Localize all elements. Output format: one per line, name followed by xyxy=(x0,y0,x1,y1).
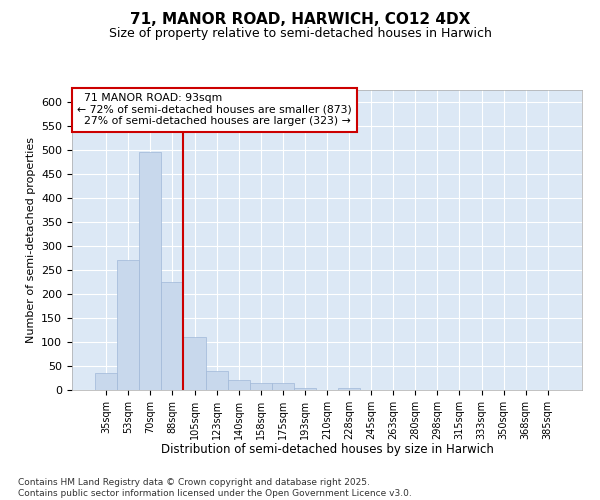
Bar xyxy=(294,388,316,390)
Bar xyxy=(184,337,206,390)
Text: 71, MANOR ROAD, HARWICH, CO12 4DX: 71, MANOR ROAD, HARWICH, CO12 4DX xyxy=(130,12,470,28)
Bar xyxy=(250,383,272,390)
Text: Contains HM Land Registry data © Crown copyright and database right 2025.
Contai: Contains HM Land Registry data © Crown c… xyxy=(18,478,412,498)
Bar xyxy=(272,383,294,390)
Text: Size of property relative to semi-detached houses in Harwich: Size of property relative to semi-detach… xyxy=(109,28,491,40)
Bar xyxy=(117,260,139,390)
Bar xyxy=(206,371,227,390)
Bar xyxy=(227,380,250,390)
Bar xyxy=(161,282,184,390)
Text: Distribution of semi-detached houses by size in Harwich: Distribution of semi-detached houses by … xyxy=(161,442,493,456)
Text: 71 MANOR ROAD: 93sqm
← 72% of semi-detached houses are smaller (873)
  27% of se: 71 MANOR ROAD: 93sqm ← 72% of semi-detac… xyxy=(77,93,352,126)
Y-axis label: Number of semi-detached properties: Number of semi-detached properties xyxy=(26,137,35,343)
Bar xyxy=(338,388,360,390)
Bar xyxy=(139,152,161,390)
Bar xyxy=(95,373,117,390)
